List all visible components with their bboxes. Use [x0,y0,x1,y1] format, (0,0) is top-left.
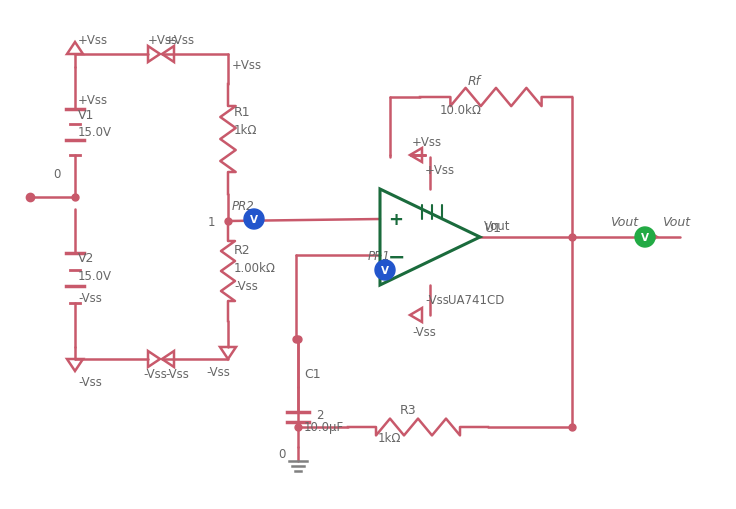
Text: V: V [381,266,389,275]
Text: R2: R2 [234,243,251,256]
Text: UA741CD: UA741CD [448,293,504,306]
Text: PR2: PR2 [232,200,255,213]
Text: R1: R1 [234,105,251,118]
Text: -Vss: -Vss [206,365,230,378]
Text: 0: 0 [278,447,286,461]
Text: U1: U1 [485,221,502,234]
Text: V1: V1 [78,108,94,121]
Circle shape [375,261,395,280]
Text: -Vss: -Vss [78,376,102,389]
Text: 15.0V: 15.0V [78,125,112,138]
Text: V: V [250,215,258,224]
Text: Vout: Vout [610,215,638,228]
Text: 10.0μF: 10.0μF [304,420,344,434]
Text: +Vss: +Vss [232,59,262,71]
Text: -Vss: -Vss [165,368,189,381]
Text: Rf: Rf [468,74,481,88]
Text: +Vss: +Vss [412,135,442,148]
Text: 1kΩ: 1kΩ [378,432,402,445]
Text: -Vss: -Vss [412,325,436,338]
Text: 15.0V: 15.0V [78,269,112,282]
Text: -Vss: -Vss [234,279,258,292]
Text: Vout: Vout [484,219,511,232]
Text: −: − [388,247,406,267]
Text: V2: V2 [78,251,94,264]
Text: +: + [388,211,403,229]
Text: Vout: Vout [662,215,690,228]
Text: -Vss: -Vss [78,291,102,304]
Text: +Vss: +Vss [148,34,178,46]
Text: R3: R3 [400,404,417,417]
Circle shape [635,228,655,247]
Text: 1kΩ: 1kΩ [234,123,258,136]
Text: +Vss: +Vss [425,163,455,176]
Text: -Vss: -Vss [143,368,167,381]
Text: 0: 0 [53,168,60,181]
Text: 1: 1 [208,215,216,228]
Text: +Vss: +Vss [165,34,195,46]
Text: -Vss: -Vss [425,294,449,307]
Text: +Vss: +Vss [78,93,108,106]
Text: PR1: PR1 [368,249,391,262]
Circle shape [244,210,264,230]
Text: V: V [641,233,649,242]
Text: 1.00kΩ: 1.00kΩ [234,261,276,274]
Text: C1: C1 [304,367,321,380]
Text: 2: 2 [316,409,324,421]
Text: +Vss: +Vss [78,34,108,46]
Text: 10.0kΩ: 10.0kΩ [440,103,482,116]
